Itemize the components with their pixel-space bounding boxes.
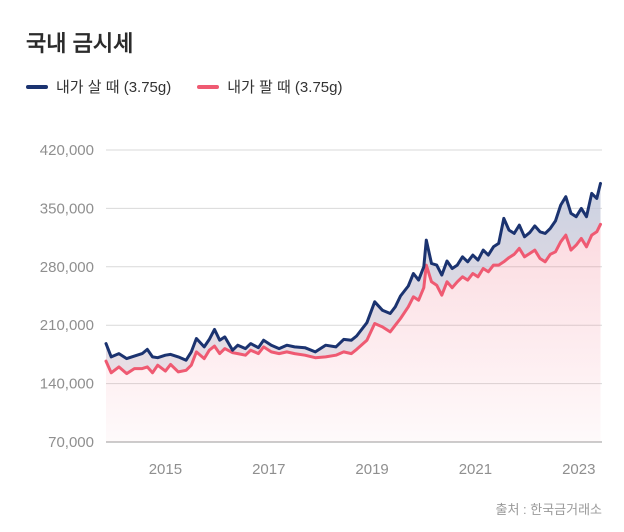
legend-label-sell: 내가 팔 때 (3.75g) (227, 79, 343, 96)
y-tick-label: 280,000 (40, 259, 94, 276)
area-fills (106, 183, 601, 442)
sell-area-fill (106, 224, 601, 442)
y-tick-label: 140,000 (40, 376, 94, 393)
x-tick-label: 2015 (149, 461, 182, 478)
y-tick-label: 350,000 (40, 200, 94, 217)
x-tick-label: 2021 (459, 461, 492, 478)
chart-legend: 내가 살 때 (3.75g) 내가 팔 때 (3.75g) (26, 76, 342, 97)
legend-item-sell[interactable]: 내가 팔 때 (3.75g) (197, 76, 342, 97)
legend-label-buy: 내가 살 때 (3.75g) (56, 79, 172, 96)
source-note: 출처 : 한국금거래소 (495, 502, 602, 517)
legend-swatch-sell (197, 84, 220, 89)
y-tick-label: 420,000 (40, 142, 94, 159)
buy-price-line[interactable] (104, 181, 602, 362)
series-lines (104, 181, 602, 376)
x-tick-label: 2019 (355, 461, 388, 478)
y-tick-label: 210,000 (40, 317, 94, 334)
x-tick-label: 2023 (562, 461, 595, 478)
chart-title: 국내 금시세 (26, 31, 134, 56)
y-axis-ticks: 70,000 140,000 210,000 280,000 350,000 420,00… (40, 142, 94, 451)
legend-swatch-buy (26, 84, 48, 89)
y-tick-label: 70,000 (48, 434, 94, 451)
legend-item-buy[interactable]: 내가 살 때 (3.75g) (26, 76, 171, 97)
x-tick-label: 2017 (252, 461, 285, 478)
x-axis-ticks: 2015 2017 2019 2021 2023 (149, 461, 596, 478)
sell-price-line[interactable] (104, 222, 602, 376)
